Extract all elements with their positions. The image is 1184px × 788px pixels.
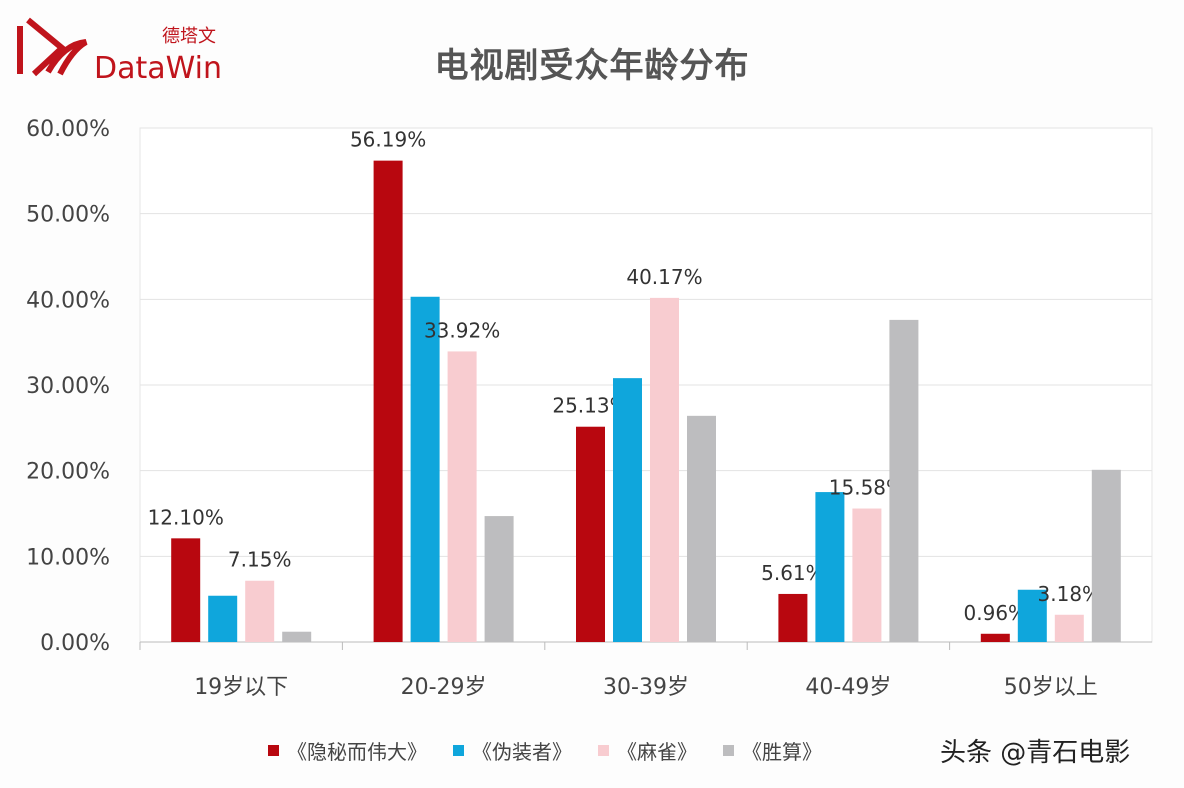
bar <box>576 426 605 642</box>
y-tick-label: 20.00% <box>26 460 110 485</box>
data-label: 56.19% <box>350 128 426 152</box>
bar <box>484 516 514 642</box>
legend: 《隐秘而伟大》 《伪装者》 《麻雀》 《胜算》 <box>268 736 848 765</box>
bar <box>171 538 201 642</box>
bar <box>650 297 679 642</box>
legend-swatch <box>453 745 464 756</box>
data-label: 12.10% <box>148 505 224 529</box>
y-tick-label: 10.00% <box>26 545 110 570</box>
data-label: 0.96% <box>964 601 1028 625</box>
data-label: 40.17% <box>626 265 702 289</box>
watermark: 头条 @青石电影 <box>940 738 1131 768</box>
logo-mark-icon: 德塔文 DataWin <box>17 17 222 86</box>
y-tick-label: 50.00% <box>26 203 110 228</box>
x-tick-label: 50岁以上 <box>1004 675 1098 700</box>
legend-swatch <box>598 745 609 756</box>
legend-item: 《麻雀》 <box>598 736 697 765</box>
x-tick-label: 40-49岁 <box>805 675 891 700</box>
legend-item: 《胜算》 <box>723 736 822 765</box>
bar <box>980 633 1010 642</box>
y-tick-label: 30.00% <box>26 374 110 399</box>
bar <box>613 378 642 642</box>
x-tick-label: 30-39岁 <box>603 675 689 700</box>
bar-chart: 0.00% 10.00% 20.00% 30.00% 40.00% 50.00% 60.00… <box>26 117 1153 700</box>
bar <box>852 508 882 642</box>
bar <box>373 160 403 642</box>
x-tick-label: 19岁以下 <box>194 675 288 700</box>
datawin-logo: 德塔文 DataWin <box>12 14 232 88</box>
bar <box>208 595 238 642</box>
legend-swatch <box>268 745 279 756</box>
legend-label: 《伪装者》 <box>472 740 572 764</box>
bar <box>778 593 808 642</box>
data-label: 33.92% <box>424 318 500 342</box>
legend-item: 《伪装者》 <box>453 736 572 765</box>
bar <box>245 580 275 642</box>
bar <box>815 492 845 642</box>
legend-label: 《胜算》 <box>742 740 822 764</box>
bar <box>282 631 312 642</box>
legend-item: 《隐秘而伟大》 <box>268 736 427 765</box>
y-tick-label: 40.00% <box>26 288 110 313</box>
bar <box>1091 469 1121 642</box>
legend-swatch <box>723 745 734 756</box>
data-label: 5.61% <box>761 561 825 585</box>
bar <box>889 319 919 642</box>
bar <box>410 296 440 642</box>
y-tick-label: 60.00% <box>26 117 110 142</box>
bar <box>687 415 716 642</box>
x-tick-label: 20-29岁 <box>401 675 487 700</box>
logo-text-en: DataWin <box>94 51 222 84</box>
logo-text-cn: 德塔文 <box>162 26 216 47</box>
legend-label: 《隐秘而伟大》 <box>287 740 427 764</box>
bar <box>447 351 477 642</box>
bar <box>1017 589 1047 642</box>
y-tick-label: 0.00% <box>40 631 110 656</box>
chart-title: 电视剧受众年龄分布 <box>434 46 750 86</box>
data-label: 7.15% <box>228 548 292 572</box>
legend-label: 《麻雀》 <box>617 740 697 764</box>
bar <box>1054 614 1084 642</box>
data-label: 3.18% <box>1038 582 1102 606</box>
